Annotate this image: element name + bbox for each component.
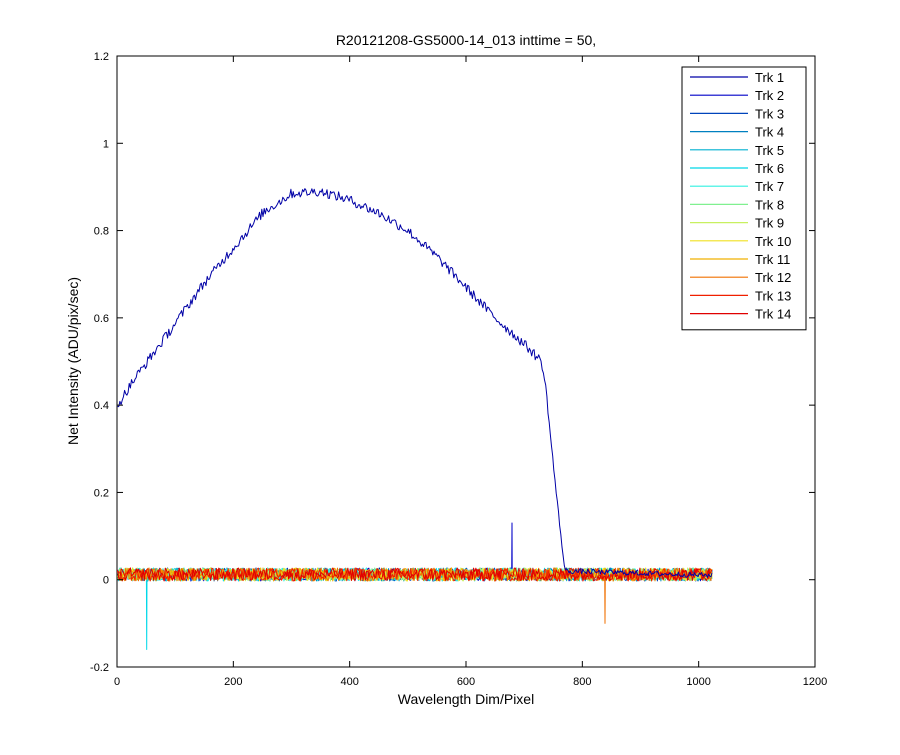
series-line-trk-14 — [117, 567, 713, 582]
x-tick-label: 400 — [340, 676, 358, 688]
legend-label: Trk 9 — [755, 216, 784, 231]
legend-label: Trk 4 — [755, 125, 784, 140]
y-tick-label: 0.6 — [94, 313, 109, 325]
series-line-trk-1 — [117, 188, 713, 578]
legend-label: Trk 5 — [755, 143, 784, 158]
legend-label: Trk 3 — [755, 106, 784, 121]
chart-title: R20121208-GS5000-14_013 inttime = 50, — [336, 32, 596, 48]
x-tick-label: 800 — [573, 676, 591, 688]
y-tick-label: 0.2 — [94, 487, 109, 499]
legend: Trk 1 Trk 2 Trk 3 Trk 4 Trk 5 Trk 6 Trk 7 Trk 8… — [681, 66, 807, 331]
y-tick-label: 0.8 — [94, 226, 109, 238]
series-layer — [117, 188, 713, 650]
y-tick-label: -0.2 — [90, 662, 109, 674]
legend-label: Trk 11 — [755, 252, 790, 267]
legend-label: Trk 6 — [755, 161, 784, 176]
legend-label: Trk 8 — [755, 197, 784, 212]
y-tick-label: 1.2 — [94, 51, 109, 63]
axes: 0 200 400 600 800 1000 1200 -0.2 0 0.2 0.4 0.6 0.8 1 1… — [90, 51, 827, 688]
legend-label: Trk 2 — [755, 88, 784, 103]
legend-label: Trk 12 — [755, 270, 791, 285]
y-axis-label: Net Intensity (ADU/pix/sec) — [65, 277, 81, 445]
x-tick-label: 600 — [457, 676, 475, 688]
x-axis-label: Wavelength Dim/Pixel — [398, 691, 534, 707]
legend-label: Trk 1 — [755, 70, 784, 85]
legend-label: Trk 13 — [755, 288, 791, 303]
x-tick-label: 1000 — [686, 676, 710, 688]
x-tick-label: 200 — [224, 676, 242, 688]
x-tick-label: 0 — [114, 676, 120, 688]
legend-label: Trk 14 — [755, 307, 791, 322]
y-tick-label: 0 — [103, 575, 109, 587]
y-tick-label: 1 — [103, 138, 109, 150]
legend-label: Trk 10 — [755, 234, 791, 249]
x-tick-label: 1200 — [803, 676, 827, 688]
legend-label: Trk 7 — [755, 179, 784, 194]
y-tick-label: 0.4 — [94, 400, 109, 412]
legend-box — [681, 66, 807, 331]
